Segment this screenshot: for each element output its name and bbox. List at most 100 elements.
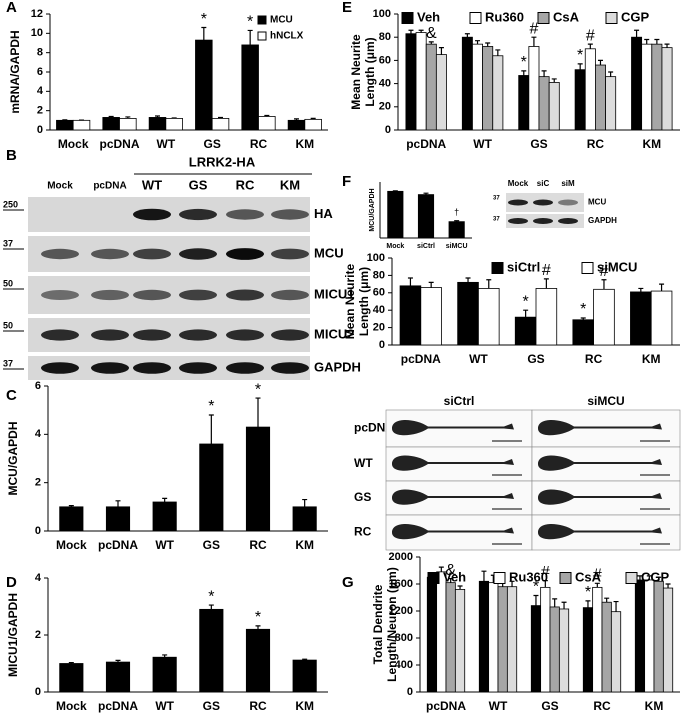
bar	[650, 290, 673, 346]
y-tick-label: 0	[35, 686, 41, 698]
band	[133, 248, 171, 260]
bar	[241, 44, 259, 131]
x-tick-label: pcDNA	[99, 137, 139, 151]
x-tick-label: pcDNA	[98, 699, 138, 713]
y-tick-label: 0	[35, 525, 41, 537]
error-bar	[115, 500, 121, 507]
legend-label: siCtrl	[507, 259, 540, 274]
band	[271, 362, 309, 374]
error-bar	[438, 47, 444, 55]
annotation: *	[201, 11, 207, 28]
lane-label: Mock	[47, 181, 73, 192]
band	[179, 248, 217, 260]
y-axis-label: mRNA/GAPDH	[8, 30, 22, 113]
band	[533, 199, 553, 206]
y-tick-label: 0	[385, 124, 391, 136]
band	[271, 248, 309, 260]
band	[179, 208, 217, 221]
annotation: &	[426, 25, 437, 42]
error-bar	[162, 497, 168, 502]
error-bar	[310, 117, 316, 120]
x-tick-label: GS	[527, 352, 544, 366]
band	[226, 329, 264, 341]
neuron	[392, 420, 514, 436]
row-label: MCU	[588, 198, 606, 207]
y-tick-label: 60	[379, 54, 391, 66]
bar	[497, 586, 508, 693]
annotation: #	[541, 564, 550, 581]
bar	[426, 576, 438, 693]
legend-label: CsA	[553, 9, 580, 24]
y-tick-label: 20	[373, 322, 385, 334]
marker-label: 37	[493, 196, 500, 202]
row-label: RC	[354, 525, 372, 539]
band	[226, 289, 264, 301]
bar	[535, 288, 558, 346]
band	[226, 209, 264, 220]
y-axis-label: Mean Neurite	[349, 34, 363, 110]
bar	[662, 587, 674, 693]
bar	[415, 32, 427, 131]
x-tick-label: GS	[203, 137, 220, 151]
band	[508, 199, 528, 206]
y-tick-label: 10	[31, 27, 43, 39]
annotation: †	[454, 207, 459, 217]
error-bar	[407, 277, 413, 286]
y-axis-label: MICU1/GAPDH	[6, 593, 20, 677]
x-tick-label: RC	[593, 699, 611, 713]
neuron	[538, 455, 662, 471]
annotation: *	[580, 301, 586, 318]
error-bar	[108, 115, 114, 118]
error-bar	[637, 575, 643, 580]
error-bar	[475, 40, 481, 45]
bar	[399, 285, 422, 346]
x-tick-label: KM	[295, 137, 314, 151]
bar	[245, 628, 271, 693]
lane-label: KM	[280, 177, 300, 192]
error-bar	[531, 36, 537, 47]
bar	[258, 116, 276, 131]
band	[91, 329, 129, 341]
legend-label: Ru360	[509, 569, 548, 584]
legend-swatch	[581, 262, 594, 274]
bar	[528, 46, 540, 131]
y-tick-label: 80	[373, 269, 385, 281]
legend-label: Ru360	[485, 9, 524, 24]
neuron	[538, 489, 662, 505]
error-bar	[465, 277, 471, 283]
band	[91, 362, 129, 374]
y-axis-label: Length/Neuron (μm)	[385, 567, 399, 682]
bar	[304, 118, 322, 131]
error-bar	[255, 397, 261, 428]
annotation: *	[255, 381, 261, 398]
error-bar	[208, 414, 214, 444]
y-tick-label: 6	[35, 380, 41, 392]
band	[179, 289, 217, 301]
error-bar	[293, 118, 299, 121]
error-bar	[448, 578, 454, 583]
band	[133, 289, 171, 301]
neuron	[392, 489, 514, 505]
legend-swatch	[559, 572, 572, 584]
marker-label: 37	[3, 358, 13, 368]
error-bar	[264, 114, 270, 117]
error-bar	[665, 583, 671, 589]
marker-label: 50	[3, 278, 13, 288]
bar	[651, 43, 663, 131]
y-tick-label: 0	[37, 124, 43, 136]
error-bar	[208, 604, 214, 610]
error-bar	[428, 41, 434, 45]
bar	[102, 117, 120, 131]
band	[508, 218, 528, 224]
bar	[653, 580, 664, 693]
x-tick-label: siCtrl	[417, 243, 435, 250]
x-tick-label: WT	[155, 538, 174, 552]
band	[558, 218, 578, 224]
bar	[574, 69, 586, 131]
blot-header: LRRK2-HA	[189, 154, 256, 169]
lane-label: RC	[236, 177, 255, 192]
band	[41, 362, 79, 374]
x-tick-label: pcDNA	[401, 352, 441, 366]
error-bar	[543, 278, 549, 289]
error-bar	[580, 317, 586, 320]
